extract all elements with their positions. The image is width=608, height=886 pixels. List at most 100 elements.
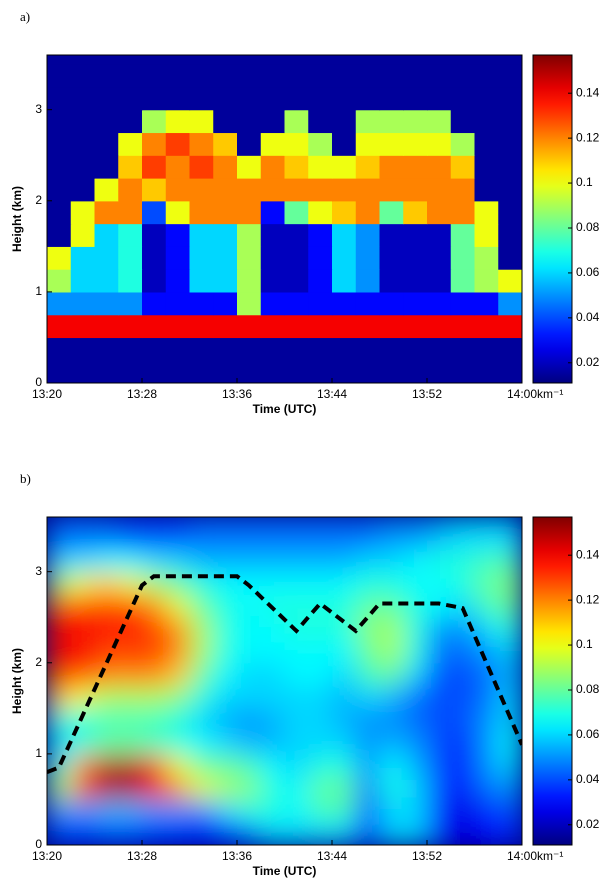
heatmap-cell (165, 776, 191, 801)
heatmap-cell (213, 708, 238, 732)
heatmap-cell (308, 132, 333, 156)
heatmap-cell (237, 617, 262, 641)
heatmap-cell (308, 822, 333, 845)
heatmap-cell (70, 109, 96, 134)
heatmap-cell (379, 200, 404, 225)
heatmap-cell (237, 337, 262, 361)
heatmap-cell (308, 685, 333, 709)
heatmap-cell (213, 223, 238, 247)
heatmap-cell (213, 178, 238, 202)
heatmap-cell (118, 548, 143, 573)
heatmap-cell (403, 571, 428, 596)
heatmap-cell (308, 314, 333, 339)
heatmap-cell (498, 314, 522, 339)
heatmap-cell (308, 360, 333, 383)
heatmap-cell (142, 662, 167, 687)
heatmap-cell (165, 55, 191, 65)
heatmap-cell (260, 731, 286, 755)
heatmap-cell (94, 155, 119, 179)
heatmap-cell (70, 55, 96, 65)
heatmap-cell (142, 360, 167, 383)
heatmap-cell (427, 776, 452, 801)
heatmap-cell (355, 86, 381, 111)
heatmap-cell (355, 223, 381, 247)
heatmap-cell (189, 776, 214, 801)
heatmap-cell (70, 731, 96, 755)
heatmap-cell (474, 132, 499, 156)
heatmap-cell (237, 200, 262, 225)
heatmap-cell (498, 269, 522, 293)
heatmap-cell (332, 178, 357, 202)
heatmap-cell (165, 526, 191, 550)
heatmap-cell (237, 132, 262, 156)
heatmap-cell (47, 662, 72, 687)
heatmap-cell (142, 109, 167, 134)
heatmap-cell (165, 799, 191, 823)
heatmap-cell (450, 314, 476, 339)
heatmap-cell (308, 548, 333, 573)
heatmap-cell (284, 155, 309, 179)
heatmap-cell (332, 753, 357, 778)
heatmap-cell (47, 799, 72, 823)
heatmap-cell (379, 799, 404, 823)
heatmap-cell (118, 337, 143, 361)
heatmap-cell (403, 517, 428, 527)
heatmap-cell (189, 223, 214, 247)
heatmap-cell (474, 86, 499, 111)
heatmap-cell (94, 571, 119, 596)
heatmap-cell (213, 799, 238, 823)
heatmap-cell (379, 178, 404, 202)
heatmap-cell (118, 617, 143, 641)
heatmap-cell (379, 571, 404, 596)
heatmap-cell (427, 548, 452, 573)
heatmap-cell (189, 200, 214, 225)
heatmap-cell (474, 776, 499, 801)
heatmap-cell (498, 337, 522, 361)
heatmap-cell (474, 314, 499, 339)
heatmap-cell (213, 753, 238, 778)
heatmap-cell (237, 109, 262, 134)
heatmap-cell (427, 753, 452, 778)
heatmap-cell (189, 685, 214, 709)
heatmap-cell (189, 291, 214, 316)
heatmap-cell (189, 337, 214, 361)
heatmap-cell (284, 594, 309, 618)
heatmap-cell (142, 86, 167, 111)
heatmap-cell (165, 269, 191, 293)
heatmap-cell (427, 178, 452, 202)
heatmap-cell (284, 109, 309, 134)
heatmap-cell (237, 731, 262, 755)
x-tick-label: 13:20 (32, 387, 62, 401)
heatmap-cell (403, 55, 428, 65)
heatmap-cell (237, 64, 262, 88)
heatmap-cell (142, 314, 167, 339)
heatmap-cell (237, 155, 262, 179)
heatmap-cell (498, 731, 522, 755)
heatmap-cell (118, 360, 143, 383)
heatmap-cell (474, 548, 499, 573)
heatmap-cell (450, 662, 476, 687)
heatmap-cell (70, 178, 96, 202)
heatmap-cell (142, 337, 167, 361)
heatmap-cell (450, 526, 476, 550)
heatmap-cell (142, 776, 167, 801)
heatmap-cell (427, 64, 452, 88)
heatmap-cell (213, 246, 238, 270)
heatmap-cell (237, 517, 262, 527)
heatmap-cell (308, 223, 333, 247)
heatmap-cell (260, 517, 286, 527)
heatmap-cell (403, 526, 428, 550)
heatmap-cell (450, 799, 476, 823)
x-tick-label: 13:44 (317, 387, 347, 401)
heatmap-cell (70, 360, 96, 383)
heatmap-cell (260, 55, 286, 65)
heatmap-cell (47, 223, 72, 247)
heatmap-cell (308, 776, 333, 801)
heatmap-cell (403, 360, 428, 383)
heatmap-cell (237, 594, 262, 618)
colorbar (532, 54, 573, 384)
heatmap-cell (427, 640, 452, 664)
heatmap-cell (213, 685, 238, 709)
heatmap-cell (260, 246, 286, 270)
heatmap-cell (189, 86, 214, 111)
